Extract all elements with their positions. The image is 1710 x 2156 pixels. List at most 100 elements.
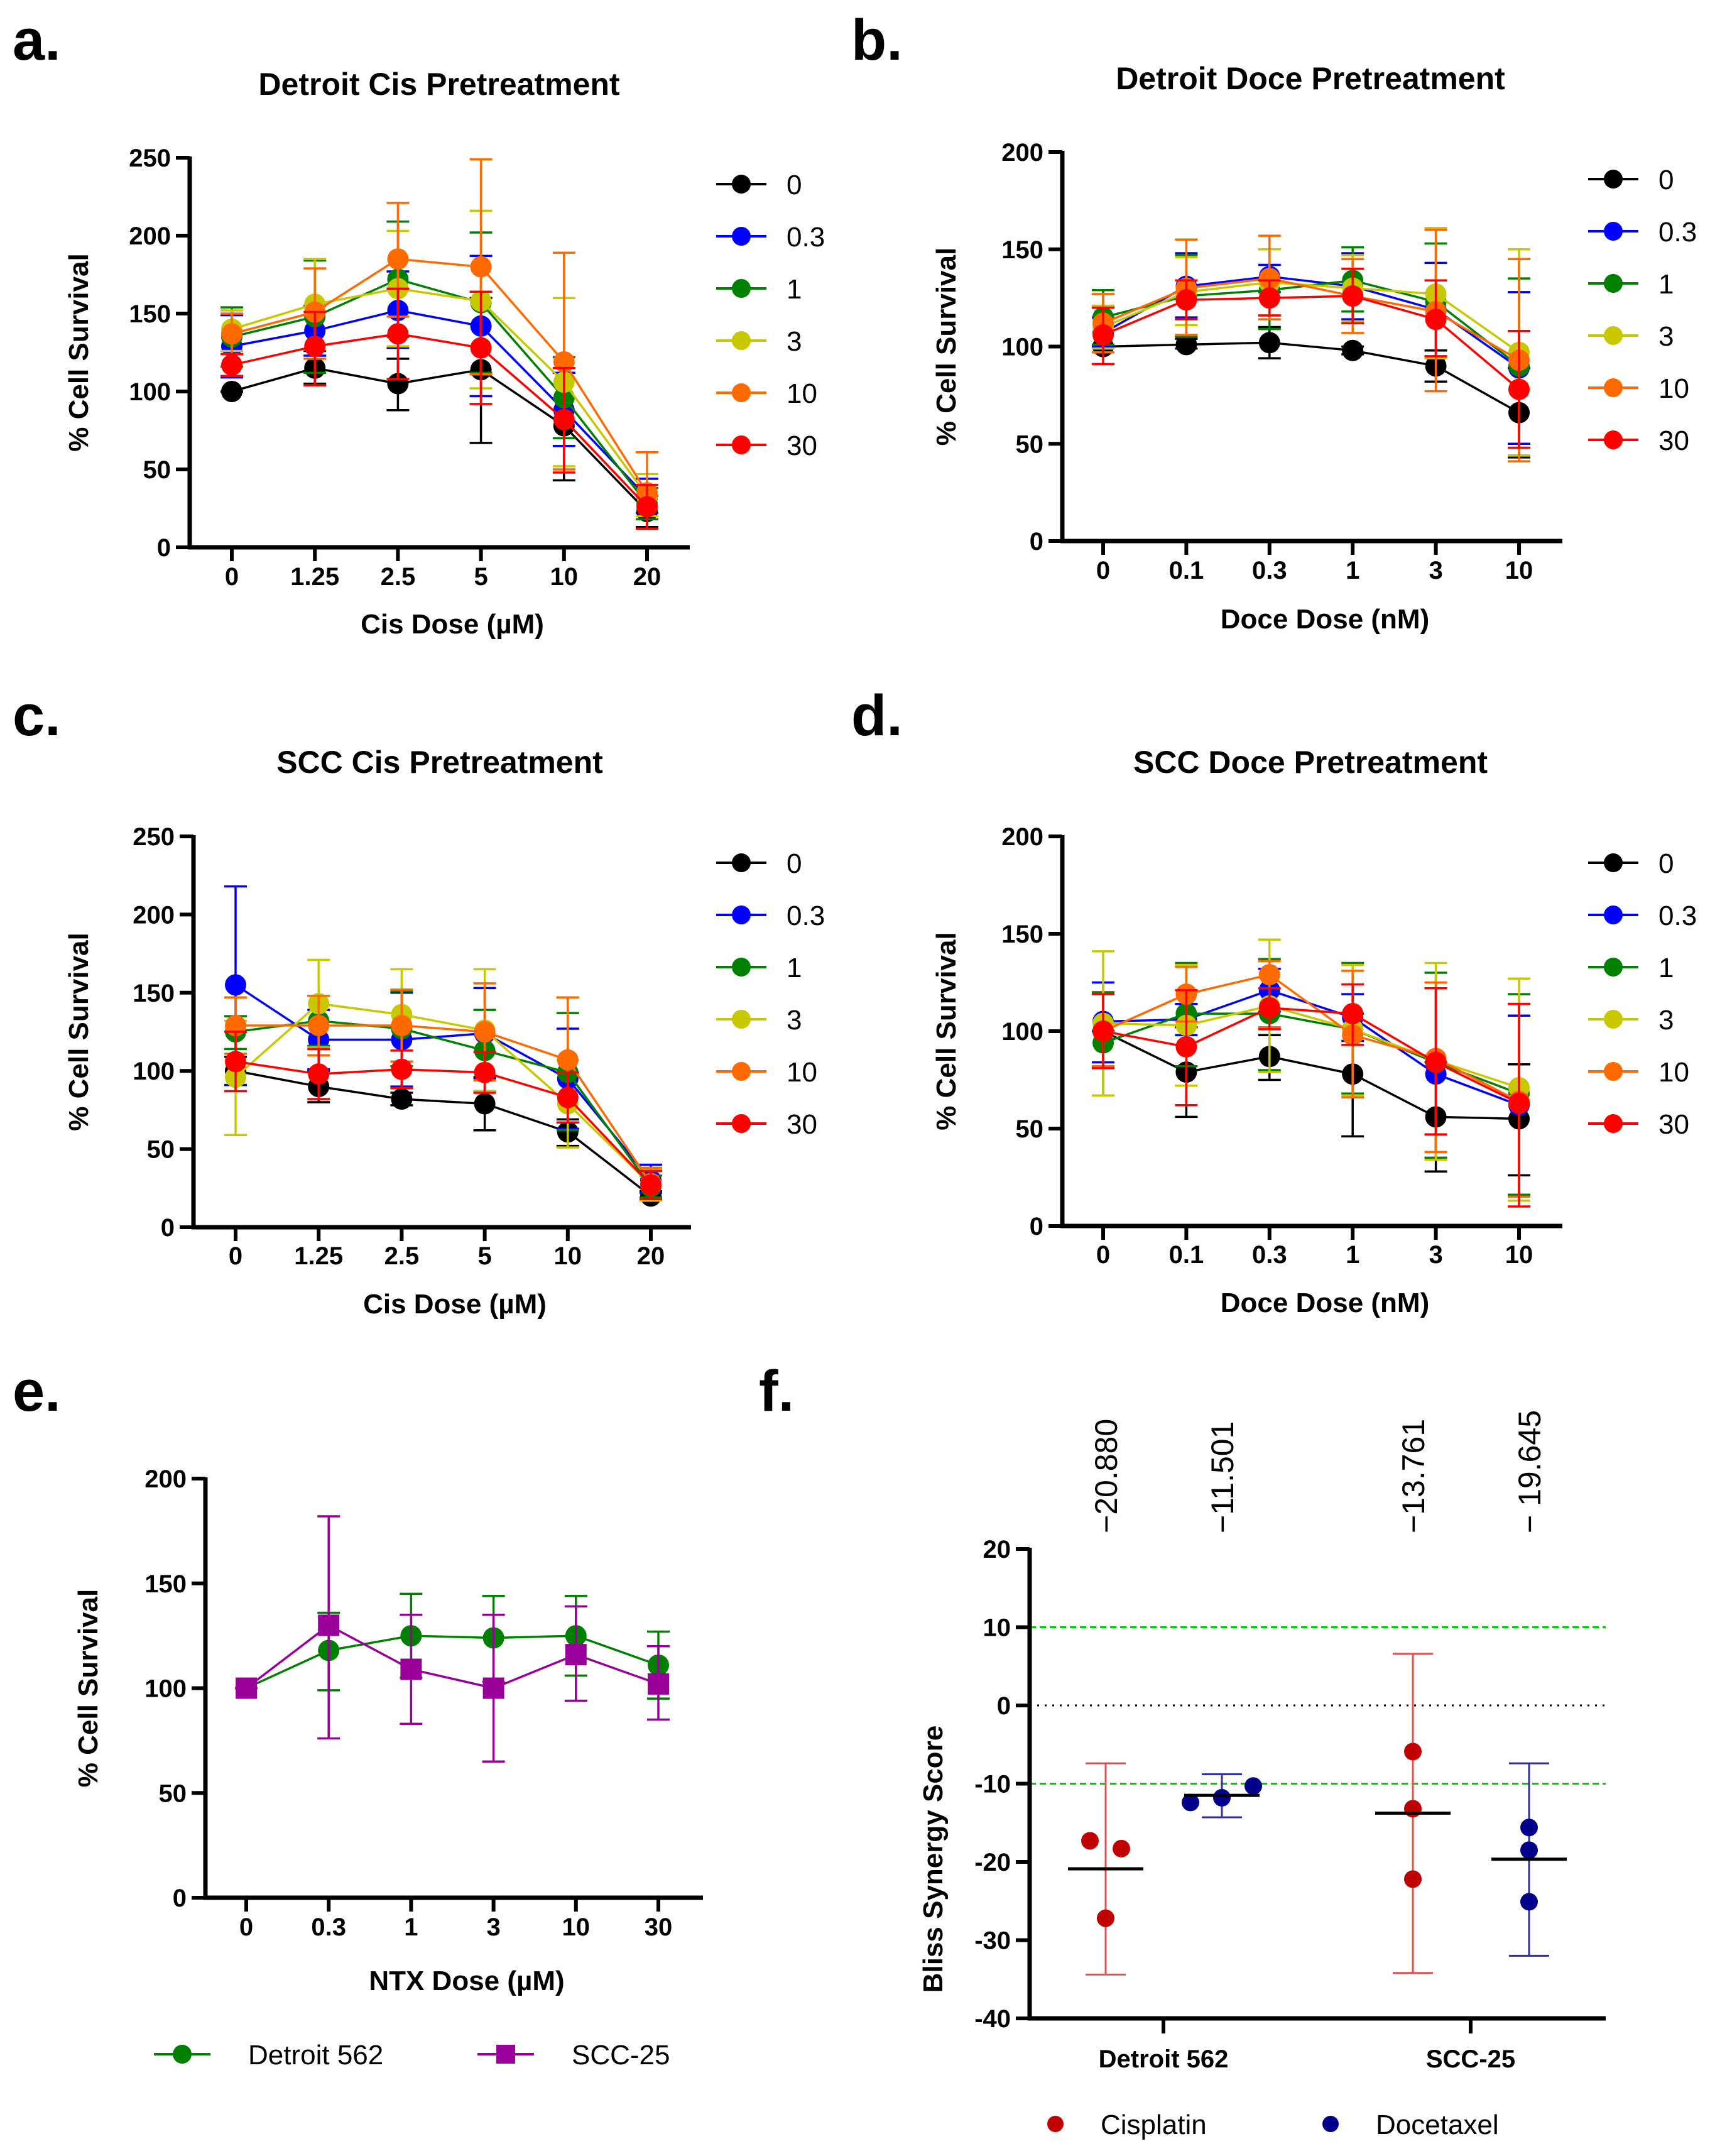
data-point xyxy=(648,1673,669,1695)
x-tick-label: 0 xyxy=(229,1242,242,1270)
data-point xyxy=(387,323,409,345)
legend-label: 0 xyxy=(787,848,802,879)
x-tick-label: 3 xyxy=(1429,557,1442,584)
y-tick-label: 100 xyxy=(1001,334,1043,361)
data-point xyxy=(474,1093,496,1115)
legend-marker xyxy=(732,1010,751,1029)
legend-label: 0.3 xyxy=(787,222,825,253)
x-tick-label: 1.25 xyxy=(290,563,339,591)
x-axis-label: Doce Dose (nM) xyxy=(1221,1288,1429,1318)
series-line xyxy=(1103,277,1520,361)
x-tick-label: 3 xyxy=(486,1913,500,1941)
legend-label: 0.3 xyxy=(1658,900,1697,931)
series-line xyxy=(231,367,648,513)
legend-item: 10 xyxy=(716,378,817,409)
legend-label: 30 xyxy=(1658,425,1689,456)
panel-letter: b. xyxy=(851,8,903,72)
x-tick-label: 10 xyxy=(550,563,579,591)
legend-item: 0 xyxy=(716,848,802,879)
data-point xyxy=(1092,1021,1114,1042)
y-tick-label: 150 xyxy=(1001,236,1043,264)
data-point xyxy=(470,337,492,359)
legend-label: 1 xyxy=(787,274,802,305)
data-point xyxy=(557,1049,579,1071)
y-tick-label: 200 xyxy=(144,1465,187,1493)
legend-label: 1 xyxy=(1658,953,1674,983)
panel-a: a.Detroit Cis Pretreatment05010015020025… xyxy=(13,8,825,640)
legend-label: 0 xyxy=(1658,848,1674,879)
y-tick-label: 0 xyxy=(1030,528,1043,555)
legend-label: 1 xyxy=(1658,269,1674,300)
series-line xyxy=(231,309,648,498)
series-3 xyxy=(1092,226,1530,457)
y-axis-label: % Cell Survival xyxy=(931,248,962,446)
data-point xyxy=(221,323,242,345)
series-0 xyxy=(1092,1012,1530,1177)
y-axis-label: Bliss Synergy Score xyxy=(918,1726,949,1993)
legend-label: Docetaxel xyxy=(1376,2109,1499,2140)
y-axis-label: % Cell Survival xyxy=(63,933,94,1130)
series-line xyxy=(235,1070,652,1197)
x-tick-label: 2.5 xyxy=(384,1242,420,1270)
series-line xyxy=(245,1624,659,1690)
y-tick-label: 0 xyxy=(161,1214,175,1242)
panel-e: e. 0 50 100 150 200 0 0.3 1 3 10 30 NTX Dose (µM) % C… xyxy=(13,1359,703,2071)
group-cisplatin-0: −20.880 xyxy=(1068,1419,1143,1976)
data-point xyxy=(1520,1841,1538,1859)
series-3 xyxy=(1092,938,1530,1202)
data-point xyxy=(391,1015,413,1037)
legend-label: 0.3 xyxy=(787,900,825,931)
legend-item: 30 xyxy=(1588,1109,1689,1140)
data-point xyxy=(1404,1800,1422,1818)
data-point xyxy=(1258,268,1280,290)
legend-label: 0 xyxy=(787,170,802,200)
legend-label: 3 xyxy=(787,1005,802,1036)
series-0-3 xyxy=(1092,252,1530,445)
series-line xyxy=(1103,281,1520,354)
chart-title: Detroit Cis Pretreatment xyxy=(258,67,619,102)
legend-item: 1 xyxy=(1588,269,1674,300)
legend-label: 3 xyxy=(1658,1005,1674,1036)
y-tick-label: 150 xyxy=(129,300,171,328)
y-tick-label: -40 xyxy=(974,2005,1011,2033)
series-line xyxy=(246,1634,659,1690)
y-tick-label: 50 xyxy=(1016,430,1044,458)
x-tick-label: 10 xyxy=(554,1242,582,1270)
data-point xyxy=(557,1086,579,1108)
series-line xyxy=(1103,341,1520,414)
x-tick-label: Detroit 562 xyxy=(1099,2045,1229,2073)
data-point xyxy=(553,408,575,430)
x-tick-label: 1 xyxy=(1346,1241,1359,1269)
data-point xyxy=(1342,1003,1364,1025)
series-30 xyxy=(221,287,658,530)
y-tick-label: 150 xyxy=(1001,921,1043,948)
legend-item: 30 xyxy=(1588,425,1689,456)
series-line xyxy=(1103,973,1520,1103)
y-tick-label: 200 xyxy=(133,901,175,929)
legend-marker xyxy=(732,175,751,194)
legend-item: 3 xyxy=(716,326,802,357)
y-tick-label: 100 xyxy=(1001,1018,1043,1046)
group-docetaxel-0: −11.501 xyxy=(1182,1421,1262,1819)
data-point xyxy=(1508,1092,1530,1114)
legend-marker xyxy=(732,331,751,350)
x-tick-label: 0.3 xyxy=(1252,557,1287,584)
y-tick-label: 50 xyxy=(143,456,172,484)
data-point xyxy=(1520,1893,1538,1911)
y-axis-label: % Cell Survival xyxy=(63,253,94,451)
series-30 xyxy=(224,1031,662,1200)
data-point xyxy=(640,1174,662,1196)
series-10 xyxy=(221,158,658,530)
legend-label: Cisplatin xyxy=(1101,2109,1207,2140)
series-1 xyxy=(221,220,658,521)
x-tick-label: 3 xyxy=(1429,1241,1442,1269)
y-tick-label: -20 xyxy=(974,1849,1011,1876)
data-point xyxy=(565,1644,587,1666)
x-tick-label: 30 xyxy=(645,1913,673,1941)
data-point xyxy=(1213,1788,1231,1807)
legend-item: Cisplatin xyxy=(1047,2109,1207,2140)
legend-label: 1 xyxy=(787,953,802,983)
legend-marker xyxy=(1604,378,1623,397)
legend-label: 3 xyxy=(1658,321,1674,352)
data-point xyxy=(1342,339,1364,361)
